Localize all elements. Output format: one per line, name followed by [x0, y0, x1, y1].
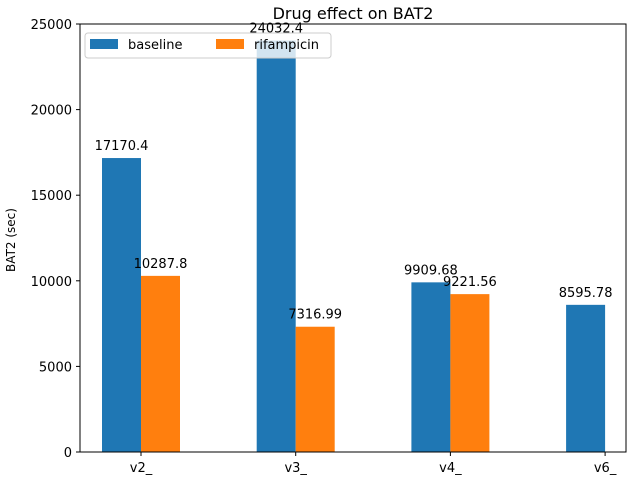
bar-value-label: 9221.56 [443, 275, 497, 290]
bar-group [102, 40, 606, 453]
y-tick-label: 15000 [31, 189, 72, 204]
bar-value-label: 8595.78 [559, 286, 613, 301]
y-axis: 0 5000 10000 15000 20000 25000 [31, 18, 80, 461]
plot-frame [79, 23, 627, 453]
y-tick-label: 25000 [31, 18, 72, 33]
bar-baseline-v4 [411, 282, 451, 452]
bar-rifampicin-v4 [450, 294, 490, 452]
y-tick-label: 0 [64, 446, 72, 461]
bar-rifampicin-v3 [295, 326, 335, 452]
bar-value-label: 9909.68 [404, 263, 458, 278]
bar-rifampicin-v2 [141, 275, 180, 452]
legend-label-baseline: baseline [128, 38, 182, 53]
legend-label-rifampicin: rifampicin [254, 38, 319, 53]
chart-title: Drug effect on BAT2 [273, 4, 434, 23]
y-tick-label: 5000 [39, 360, 72, 375]
y-axis-label: BAT2 (sec) [4, 208, 18, 272]
x-tick-label: v4_ [439, 461, 462, 476]
bar-baseline-v2 [102, 158, 141, 452]
bar-value-label: 17170.4 [95, 139, 149, 154]
bar-label-group: 17170.424032.49909.688595.7810287.87316.… [95, 22, 613, 323]
x-tick-label: v3_ [284, 461, 307, 476]
legend-swatch-baseline [90, 39, 118, 49]
bar-value-label: 7316.99 [288, 308, 342, 323]
y-tick-label: 20000 [31, 104, 72, 119]
x-tick-label: v6_ [594, 461, 617, 476]
x-axis: v2_ v3_ v4_ v6_ [130, 452, 617, 476]
bar-value-label: 10287.8 [134, 257, 188, 272]
bar-baseline-v6 [566, 304, 606, 452]
legend-swatch-rifampicin [216, 39, 244, 49]
x-tick-label: v2_ [130, 461, 153, 476]
legend: baseline rifampicin [84, 32, 332, 59]
bar-baseline-v3 [256, 40, 296, 453]
legend-box [84, 32, 332, 59]
y-tick-label: 10000 [31, 275, 72, 290]
